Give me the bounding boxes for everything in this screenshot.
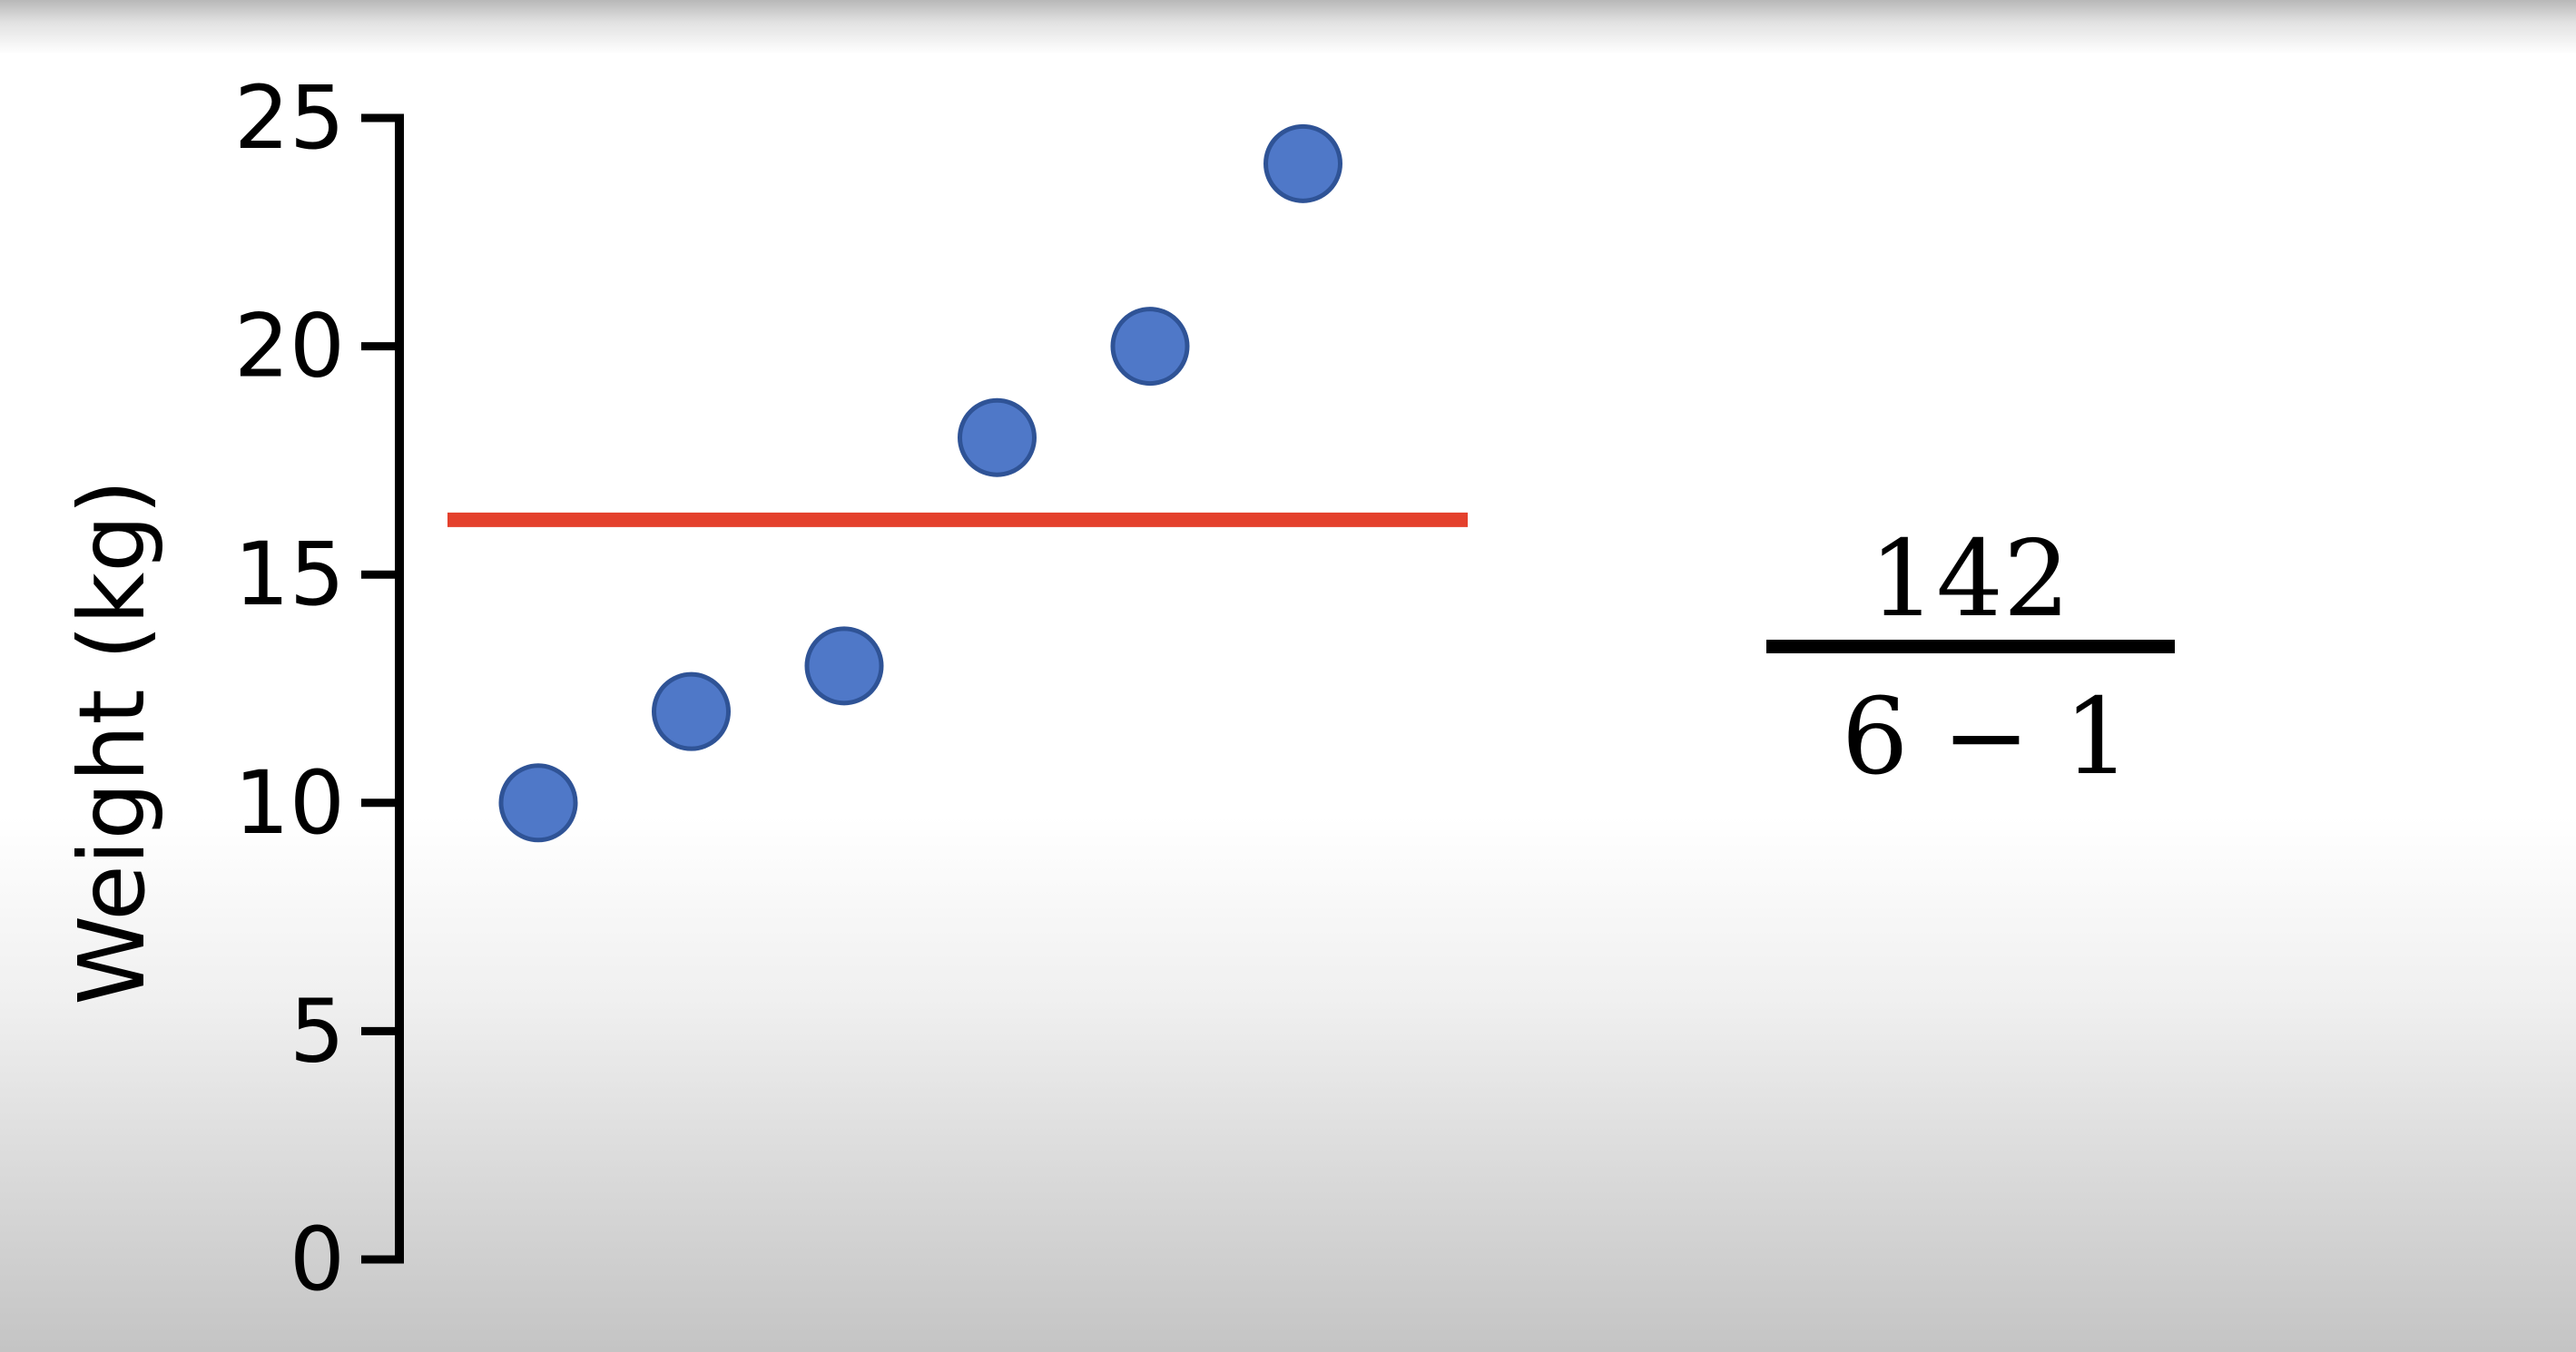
y-tick-label: 20 [234,296,345,397]
y-tick-label: 15 [234,524,345,625]
y-tick-label: 25 [234,67,345,169]
fraction-bar [1766,640,2175,653]
data-point [804,626,884,706]
y-tick-label: 10 [234,752,345,854]
data-points [498,123,1342,843]
data-point [498,763,578,843]
y-tick-label: 5 [290,980,345,1082]
data-point [958,397,1037,477]
data-point [1110,307,1190,387]
y-axis-title: Weight (kg) [59,479,165,1005]
y-tick-label: 0 [290,1209,345,1310]
formula: 142 6 − 1 [1766,518,2175,798]
data-point [652,671,731,751]
y-ticks: 0 5 10 15 20 25 [234,67,404,1310]
data-point [1263,123,1342,203]
formula-denominator: 6 − 1 [1842,676,2131,798]
formula-numerator: 142 [1869,518,2070,641]
